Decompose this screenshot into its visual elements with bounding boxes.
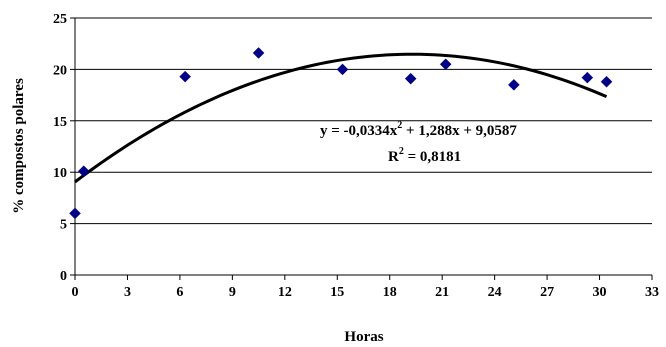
x-tick-label-12: 12 xyxy=(278,285,292,300)
y-tick-label-10: 10 xyxy=(53,166,67,181)
gridlines xyxy=(75,17,652,225)
x-tick-label-21: 21 xyxy=(435,285,449,300)
x-tick-label-30: 30 xyxy=(593,285,607,300)
x-tick-label-18: 18 xyxy=(383,285,397,300)
data-point-6 xyxy=(404,72,417,85)
data-point-2 xyxy=(77,165,90,178)
y-tick-label-5: 5 xyxy=(60,218,67,233)
x-tick-label-9: 9 xyxy=(229,285,236,300)
x-axis-title: Horas xyxy=(344,329,383,345)
data-point-10 xyxy=(600,75,613,88)
x-tick-label-24: 24 xyxy=(488,285,502,300)
y-tick-label-15: 15 xyxy=(53,115,67,130)
x-tick-label-3: 3 xyxy=(124,285,131,300)
data-point-9 xyxy=(581,71,594,84)
data-point-1 xyxy=(69,207,81,220)
data-point-8 xyxy=(508,78,520,91)
data-point-3 xyxy=(179,70,192,83)
x-tick-label-15: 15 xyxy=(330,285,344,300)
y-tick-labels: 0 5 10 15 20 25 xyxy=(53,12,75,284)
data-points xyxy=(69,47,613,220)
y-tick-label-25: 25 xyxy=(53,12,67,27)
data-point-7 xyxy=(439,58,452,71)
x-tick-label-0: 0 xyxy=(72,285,79,300)
x-tick-label-6: 6 xyxy=(176,285,183,300)
x-tick-labels: 0 3 6 9 12 15 18 21 24 27 30 33 xyxy=(72,275,659,300)
trendline-curve xyxy=(74,52,608,184)
data-point-4 xyxy=(252,47,265,59)
x-tick-label-33: 33 xyxy=(645,285,659,300)
trendline-equation: y = -0,0334x2 + 1,288x + 9,0587 xyxy=(320,120,517,139)
y-axis-title: % compostos polares xyxy=(11,78,27,214)
trendline-r-squared: R2 = 0,8181 xyxy=(388,146,461,165)
axes xyxy=(74,18,652,276)
y-tick-label-20: 20 xyxy=(53,63,67,78)
x-tick-label-27: 27 xyxy=(540,285,554,300)
data-point-5 xyxy=(336,63,349,76)
y-tick-label-0: 0 xyxy=(60,269,67,284)
